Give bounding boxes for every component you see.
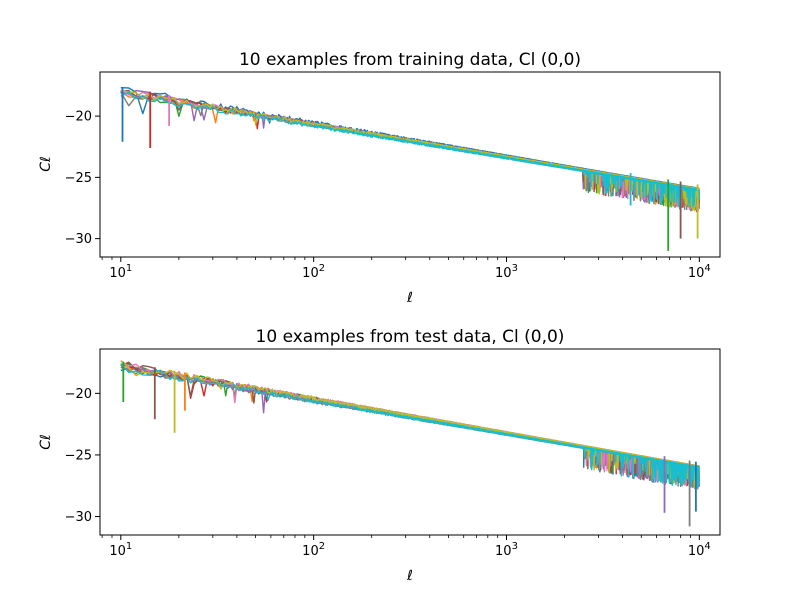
training-series-layer — [120, 87, 700, 251]
training-ticks-layer: 101 102 103 104 −20 −25 −30 — [65, 110, 711, 281]
test-x-tick-label: 103 — [495, 541, 518, 559]
test-series-3-line — [120, 363, 700, 487]
test-series-10-line — [120, 363, 700, 489]
test-series-layer — [120, 360, 700, 527]
training-plot-frame — [99, 71, 721, 258]
test-x-tick-label: 102 — [302, 541, 325, 559]
test-ticks-layer: 101 102 103 104 −20 −25 −30 — [65, 387, 711, 559]
training-axes: 10 examples from training data, Cl (0,0)… — [38, 50, 721, 306]
test-axes: 10 examples from test data, Cl (0,0) 101… — [38, 327, 721, 584]
training-x-tick-label: 101 — [109, 263, 132, 281]
training-x-tick-label: 104 — [688, 263, 711, 281]
training-x-tick-label: 102 — [302, 263, 325, 281]
test-y-tick-label: −25 — [65, 448, 92, 463]
test-x-tick-label: 104 — [688, 541, 711, 559]
test-y-axis-label: Cℓ — [38, 434, 54, 450]
training-y-tick-label: −30 — [65, 232, 92, 247]
training-y-axis-label: Cℓ — [38, 156, 54, 172]
test-x-axis-label: ℓ — [406, 568, 413, 584]
test-plot-frame — [99, 348, 721, 536]
test-y-tick-label: −30 — [65, 510, 92, 525]
training-series-10-line — [120, 91, 700, 208]
test-chart-title: 10 examples from test data, Cl (0,0) — [256, 327, 565, 347]
test-x-tick-label: 101 — [109, 541, 132, 559]
training-x-tick-label: 103 — [495, 263, 518, 281]
test-y-tick-label: −20 — [65, 387, 92, 402]
training-chart-title: 10 examples from training data, Cl (0,0) — [239, 50, 581, 70]
training-x-axis-label: ℓ — [406, 290, 413, 306]
training-y-tick-label: −20 — [65, 110, 92, 125]
training-y-tick-label: −25 — [65, 171, 92, 186]
